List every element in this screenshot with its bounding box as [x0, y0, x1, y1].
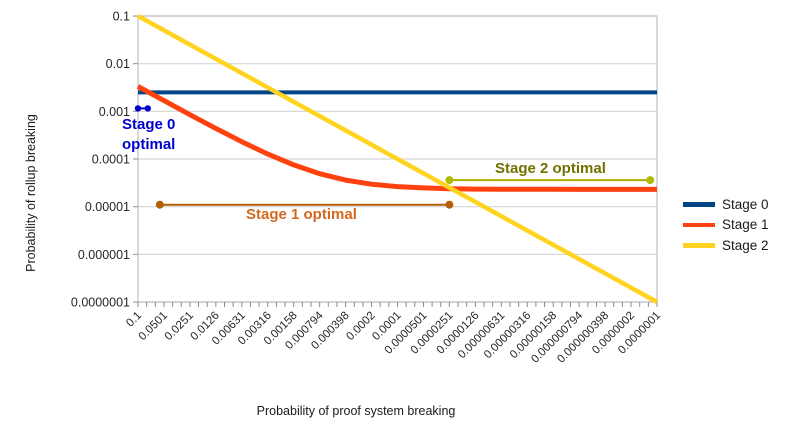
x-axis-title: Probability of proof system breaking	[256, 404, 456, 418]
svg-text:0.0001: 0.0001	[92, 153, 130, 167]
svg-text:0.001: 0.001	[99, 105, 130, 119]
svg-text:0.00001: 0.00001	[85, 200, 130, 214]
legend-swatch-stage2	[683, 243, 715, 248]
annotation-stage0-line1: Stage 0	[122, 116, 176, 133]
legend-swatch-stage1	[683, 222, 715, 227]
y-axis-title: Probability of rollup breaking	[24, 114, 38, 272]
legend-item-stage0: Stage 0	[683, 194, 769, 215]
svg-text:0.1: 0.1	[124, 310, 144, 330]
legend-label-stage1: Stage 1	[722, 217, 769, 233]
svg-text:0.000001: 0.000001	[78, 248, 130, 262]
svg-text:0.01: 0.01	[106, 57, 130, 71]
chart-legend: Stage 0 Stage 1 Stage 2	[683, 194, 769, 256]
legend-label-stage0: Stage 0	[722, 196, 769, 212]
svg-text:0.1: 0.1	[113, 10, 130, 24]
legend-swatch-stage0	[683, 202, 715, 207]
annotation-stage0-line2: optimal	[122, 136, 176, 153]
annotation-stage2-optimal: Stage 2 optimal	[495, 160, 606, 177]
legend-item-stage1: Stage 1	[683, 215, 769, 236]
annotation-stage0-optimal: Stage 0 optimal	[122, 115, 175, 155]
legend-label-stage2: Stage 2	[722, 237, 769, 253]
svg-text:0.0000001: 0.0000001	[71, 296, 130, 310]
annotation-stage1-optimal: Stage 1 optimal	[246, 206, 357, 223]
legend-item-stage2: Stage 2	[683, 235, 769, 256]
